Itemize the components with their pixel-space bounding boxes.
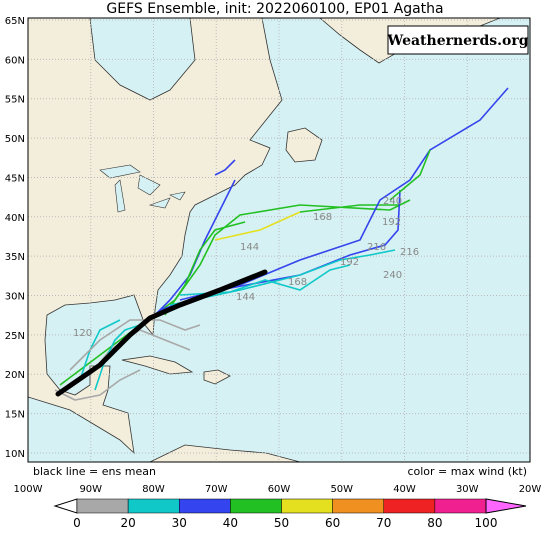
lat-label: 45N: [5, 173, 25, 184]
colorbar-label: 70: [376, 516, 391, 530]
colorbar-label: 30: [172, 516, 187, 530]
title: GEFS Ensemble, init: 2022060100, EP01 Ag…: [106, 1, 443, 17]
colorbar-label: 0: [73, 516, 81, 530]
cuba: [121, 355, 194, 375]
newfoundland: [285, 127, 323, 163]
note-right: color = max wind (kt): [407, 465, 527, 478]
hispaniola: [203, 369, 231, 385]
lat-label: 30N: [5, 292, 25, 303]
colorbar: 0 20 30 40 50 60 70 80 100: [53, 498, 527, 530]
lat-label: 50N: [5, 134, 25, 145]
lat-label: 15N: [5, 410, 25, 421]
colorbar-segment: [332, 498, 384, 514]
colorbar-segment: [281, 498, 333, 514]
lat-label: 20N: [5, 370, 25, 381]
colorbar-segment: [230, 498, 282, 514]
track-label: 192: [382, 217, 401, 228]
lat-label: 55N: [5, 95, 25, 106]
track-labels: 144 168 192 240 216 192 216 240 144 168 …: [73, 196, 419, 339]
graticule: [28, 18, 530, 462]
lon-label: 80W: [142, 484, 165, 495]
great-lakes: [99, 164, 186, 213]
track-label: 216: [400, 247, 419, 258]
lon-label: 90W: [79, 484, 102, 495]
colorbar-end: [485, 498, 527, 514]
track-label: 240: [383, 270, 402, 281]
axis-labels: 65N 60N 55N 50N 45N 40N 35N 30N 25N 20N 15N 10N 100W…: [5, 16, 542, 495]
watermark-box: [387, 25, 529, 55]
track-label: 192: [340, 257, 359, 268]
lat-label: 60N: [5, 55, 25, 66]
lat-label: 40N: [5, 213, 25, 224]
track-label: 240: [383, 196, 402, 207]
north-america: [27, 17, 283, 455]
colorbar-end: [53, 498, 78, 514]
colorbar-label: 80: [427, 516, 442, 530]
lat-label: 35N: [5, 252, 25, 263]
colorbar-label: 20: [120, 516, 135, 530]
lon-label: 20W: [519, 484, 542, 495]
watermark: Weathernerds.org: [387, 33, 529, 49]
colorbar-segment: [179, 498, 231, 514]
colorbar-segment: [383, 498, 436, 514]
track-label: 216: [367, 242, 386, 253]
lat-label: 65N: [5, 16, 25, 27]
lon-label: 50W: [330, 484, 353, 495]
map-frame: [27, 17, 531, 463]
lon-label: 30W: [456, 484, 479, 495]
lat-label: 25N: [5, 331, 25, 342]
track-label: 120: [73, 328, 92, 339]
colorbar-label: 100: [475, 516, 498, 530]
lon-label: 40W: [393, 484, 416, 495]
lon-label: 100W: [14, 484, 43, 495]
lat-label: 10N: [5, 449, 25, 460]
colorbar-segment: [127, 498, 180, 514]
colorbar-segment: [76, 498, 129, 514]
note-left: black line = ens mean: [33, 465, 156, 478]
lon-label: 60W: [268, 484, 291, 495]
colorbar-label: 50: [274, 516, 289, 530]
track-label: 168: [313, 212, 332, 223]
map: 144 168 192 240 216 192 216 240 144 168 …: [27, 17, 531, 478]
colorbar-segment: [434, 498, 487, 514]
track-label: 144: [240, 242, 259, 253]
colorbar-label: 40: [223, 516, 238, 530]
track-label: 168: [288, 277, 307, 288]
colorbar-label: 60: [325, 516, 340, 530]
track-label: 144: [236, 292, 255, 303]
lon-label: 70W: [205, 484, 228, 495]
ensemble-mean-track: [55, 269, 268, 397]
